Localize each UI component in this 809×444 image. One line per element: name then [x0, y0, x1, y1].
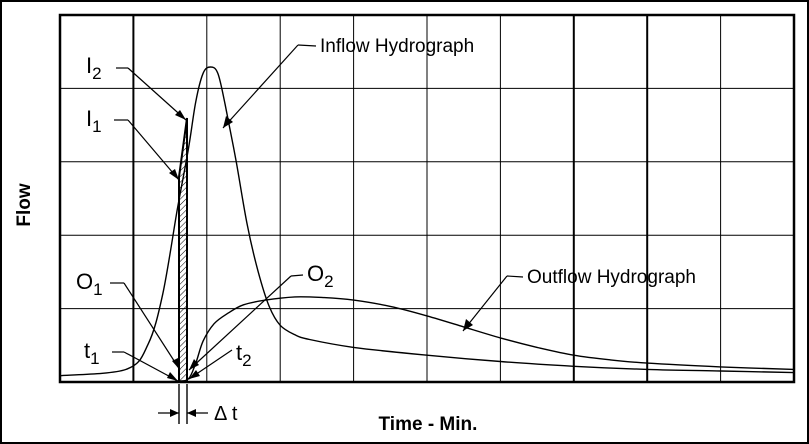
- dt-label: Δ t: [214, 403, 238, 425]
- o1-label: O1: [76, 269, 103, 299]
- t2-label: t2: [236, 340, 252, 370]
- storage-strip: [178, 117, 188, 383]
- x-axis-label: Time - Min.: [379, 414, 478, 435]
- o2-label: O2: [307, 261, 334, 291]
- t1-label: t1: [84, 338, 100, 368]
- i2-arrowhead: [175, 110, 186, 120]
- t1-arrowhead: [167, 372, 178, 381]
- o2-leader: [290, 274, 304, 277]
- plot-frame: [58, 13, 796, 384]
- i1-arrowhead: [169, 169, 179, 180]
- y-axis-label: Flow: [14, 183, 35, 226]
- i2-label: I2: [86, 53, 102, 83]
- outflow-hydrograph-label: Outflow Hydrograph: [527, 267, 696, 288]
- dt-left-arrowhead: [170, 409, 179, 417]
- inflow-hydrograph-line: [59, 66, 795, 377]
- inflow-arrowhead: [223, 116, 233, 128]
- inflow-leader: [297, 44, 317, 47]
- o1-arrow: [123, 282, 181, 371]
- outflow-arrowhead: [463, 319, 473, 331]
- inflow-hydrograph-label: Inflow Hydrograph: [320, 36, 474, 57]
- inflow-arrow: [222, 44, 299, 129]
- dt-right-arrowhead: [187, 409, 196, 417]
- o2-arrowhead: [189, 359, 199, 370]
- outflow-leader: [506, 275, 524, 278]
- outflow-hydrograph-line: [60, 296, 795, 383]
- i1-arrow: [127, 119, 180, 181]
- o2-arrow: [188, 275, 292, 371]
- outflow-arrow: [462, 275, 508, 332]
- i1-label: I1: [86, 106, 102, 136]
- t2-arrowhead: [189, 370, 200, 379]
- o1-arrowhead: [172, 358, 180, 370]
- i2-arrow: [127, 67, 187, 121]
